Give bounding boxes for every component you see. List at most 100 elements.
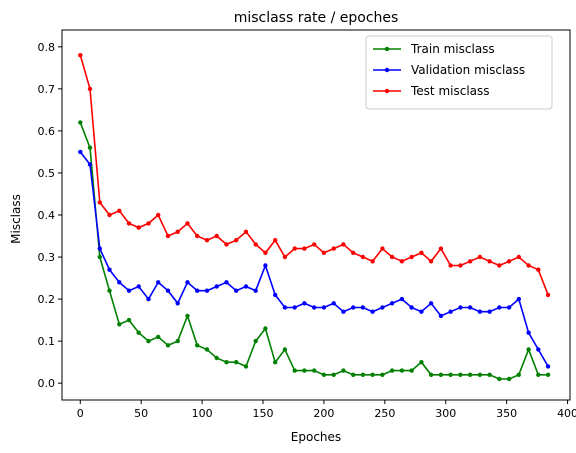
series-2-point	[292, 305, 297, 310]
series-1-point	[282, 347, 288, 352]
series-3-point	[302, 246, 307, 251]
series-2-point	[516, 296, 521, 302]
series-3-point	[370, 259, 375, 264]
series-3-point	[78, 53, 83, 58]
series-2-point	[477, 309, 483, 314]
series-2-point	[126, 288, 132, 293]
series-2-point	[487, 309, 492, 314]
series-2-point	[214, 284, 219, 289]
series-2-point	[428, 301, 434, 306]
series-3-point	[409, 254, 414, 260]
y-tick-label: 0.7	[38, 83, 56, 96]
series-1-point	[389, 368, 395, 373]
series-2-point	[399, 296, 405, 302]
series-3-point	[331, 246, 336, 251]
series-3-point	[185, 221, 190, 226]
series-3-point	[126, 221, 132, 226]
x-tick-label: 100	[192, 407, 213, 420]
series-2-point	[117, 280, 122, 285]
series-2-point	[302, 301, 307, 306]
series-1-point	[107, 288, 112, 293]
series-1-point	[380, 372, 385, 377]
series-3-point	[175, 229, 180, 234]
series-2-point	[136, 284, 141, 289]
y-tick-label: 0.6	[38, 125, 56, 138]
x-tick-label: 250	[374, 407, 395, 420]
x-axis-label: Epoches	[291, 430, 341, 444]
series-2-point	[506, 305, 512, 310]
series-1-point	[136, 330, 141, 335]
legend-label: Train misclass	[410, 42, 495, 56]
series-3-point	[536, 267, 541, 272]
y-tick-label: 0.0	[38, 377, 56, 390]
series-3-point	[253, 242, 258, 247]
series-3-point	[107, 212, 112, 218]
series-1-point	[399, 368, 405, 373]
series-2-point	[467, 305, 473, 310]
series-2-point	[204, 288, 210, 293]
series-3-point	[487, 259, 492, 264]
series-1-point	[516, 372, 521, 377]
series-2-point	[536, 347, 541, 352]
series-3-point	[195, 233, 200, 239]
series-1-point	[428, 372, 434, 377]
series-1-point	[87, 145, 93, 150]
series-2-point	[282, 305, 288, 310]
series-3-point	[467, 259, 473, 264]
series-1-point	[419, 360, 424, 365]
series-3-point	[263, 250, 268, 255]
series-1-point	[224, 360, 229, 365]
series-1-point	[331, 372, 336, 377]
series-3-point	[273, 238, 278, 243]
x-tick-label: 200	[313, 407, 334, 420]
series-1-point	[263, 326, 268, 331]
y-tick-label: 0.5	[38, 167, 56, 180]
series-1-point	[487, 372, 492, 377]
series-1-point	[321, 372, 327, 377]
x-tick-label: 50	[134, 407, 148, 420]
series-2-point	[458, 305, 463, 310]
series-1-point	[175, 338, 180, 344]
series-1-point	[312, 368, 317, 373]
series-2-point	[351, 305, 356, 310]
series-1-point	[497, 376, 502, 382]
series-1-point	[536, 372, 541, 377]
series-2-point	[175, 301, 180, 306]
series-3-point	[526, 263, 531, 268]
series-3-point	[321, 250, 327, 255]
series-3-point	[97, 200, 103, 205]
series-2-point	[312, 305, 317, 310]
series-3-point	[516, 254, 521, 260]
series-1-point	[545, 372, 551, 377]
series-2-point	[389, 301, 395, 306]
axis-ticks: 0 50 100 150 200 250 300 350 400 0.0 0.1 0.2 0.3 0.4 0…	[38, 41, 576, 420]
series-1-point	[146, 338, 151, 344]
series-3-point	[458, 263, 463, 268]
series-3-point	[312, 242, 317, 247]
series-2-point	[370, 309, 375, 314]
series-1-point	[477, 372, 483, 377]
series-1-point	[117, 322, 122, 327]
series-1-point	[156, 334, 161, 340]
series-2-point	[195, 288, 200, 293]
legend: Train misclass Validation misclass Test mi…	[365, 35, 553, 110]
series-2-point	[87, 162, 93, 167]
series-3-point	[477, 254, 483, 260]
series-3-point	[380, 246, 385, 251]
series-3-point	[341, 242, 346, 247]
series-1-point	[458, 372, 463, 377]
series-1-point	[234, 360, 239, 365]
series-1-point	[341, 368, 346, 373]
series-3-point	[136, 225, 141, 230]
series-1-point	[253, 338, 258, 344]
series-3-point	[87, 86, 93, 92]
series-1-point	[467, 372, 473, 377]
series-2-point	[156, 280, 161, 285]
series-1-point	[302, 368, 307, 373]
series-2-point	[234, 288, 239, 293]
series-2-point	[273, 292, 278, 298]
series-3-point	[243, 229, 249, 234]
series-1-point	[78, 120, 83, 125]
series-3-point	[234, 238, 239, 243]
